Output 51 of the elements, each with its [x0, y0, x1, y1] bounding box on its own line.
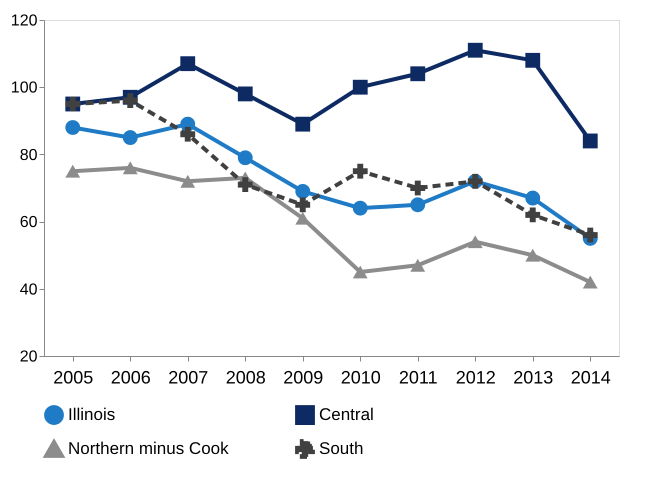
x-tick-label: 2007	[168, 368, 208, 388]
point	[410, 180, 426, 196]
point	[295, 184, 310, 199]
x-tick-label: 2010	[340, 368, 381, 388]
y-tick-label: 40	[20, 281, 38, 298]
point	[180, 126, 196, 142]
point	[410, 66, 426, 82]
point	[180, 56, 196, 72]
point	[468, 235, 483, 248]
y-tick-label: 20	[20, 348, 38, 366]
point	[122, 93, 138, 108]
point	[582, 228, 598, 242]
point	[582, 276, 598, 289]
point	[352, 200, 368, 216]
point	[238, 177, 253, 192]
point	[65, 120, 80, 135]
point	[582, 134, 598, 148]
point	[238, 150, 253, 166]
point	[352, 266, 368, 278]
legend-label: Illinois	[68, 405, 116, 424]
point	[122, 161, 138, 174]
point	[180, 174, 196, 188]
point	[525, 190, 540, 206]
x-tick-label: 2008	[226, 368, 266, 388]
y-tick-label: 100	[10, 80, 38, 97]
x-tick-label: 2009	[283, 368, 324, 388]
legend-label: South	[319, 439, 364, 458]
point	[525, 52, 540, 68]
point	[122, 130, 138, 145]
point	[525, 248, 540, 262]
point	[295, 197, 310, 212]
y-tick-label: 80	[20, 146, 38, 164]
point	[352, 164, 368, 179]
x-tick-label: 2013	[513, 368, 554, 388]
y-tick-label: 60	[20, 214, 38, 232]
point	[352, 80, 368, 95]
x-tick-label: 2014	[570, 368, 611, 388]
point	[525, 207, 540, 222]
legend-label: Northern minus Cook	[68, 439, 230, 458]
legend-label: Central	[319, 405, 374, 424]
x-tick-label: 2005	[53, 368, 94, 388]
point	[65, 164, 80, 178]
point	[295, 116, 310, 132]
x-tick-label: 2006	[110, 368, 151, 388]
point	[238, 86, 253, 102]
point	[468, 42, 483, 58]
point	[410, 258, 426, 272]
x-tick-label: 2011	[398, 368, 438, 388]
x-tick-label: 2012	[456, 368, 496, 388]
y-tick-label: 120	[10, 12, 38, 30]
point	[410, 197, 426, 212]
